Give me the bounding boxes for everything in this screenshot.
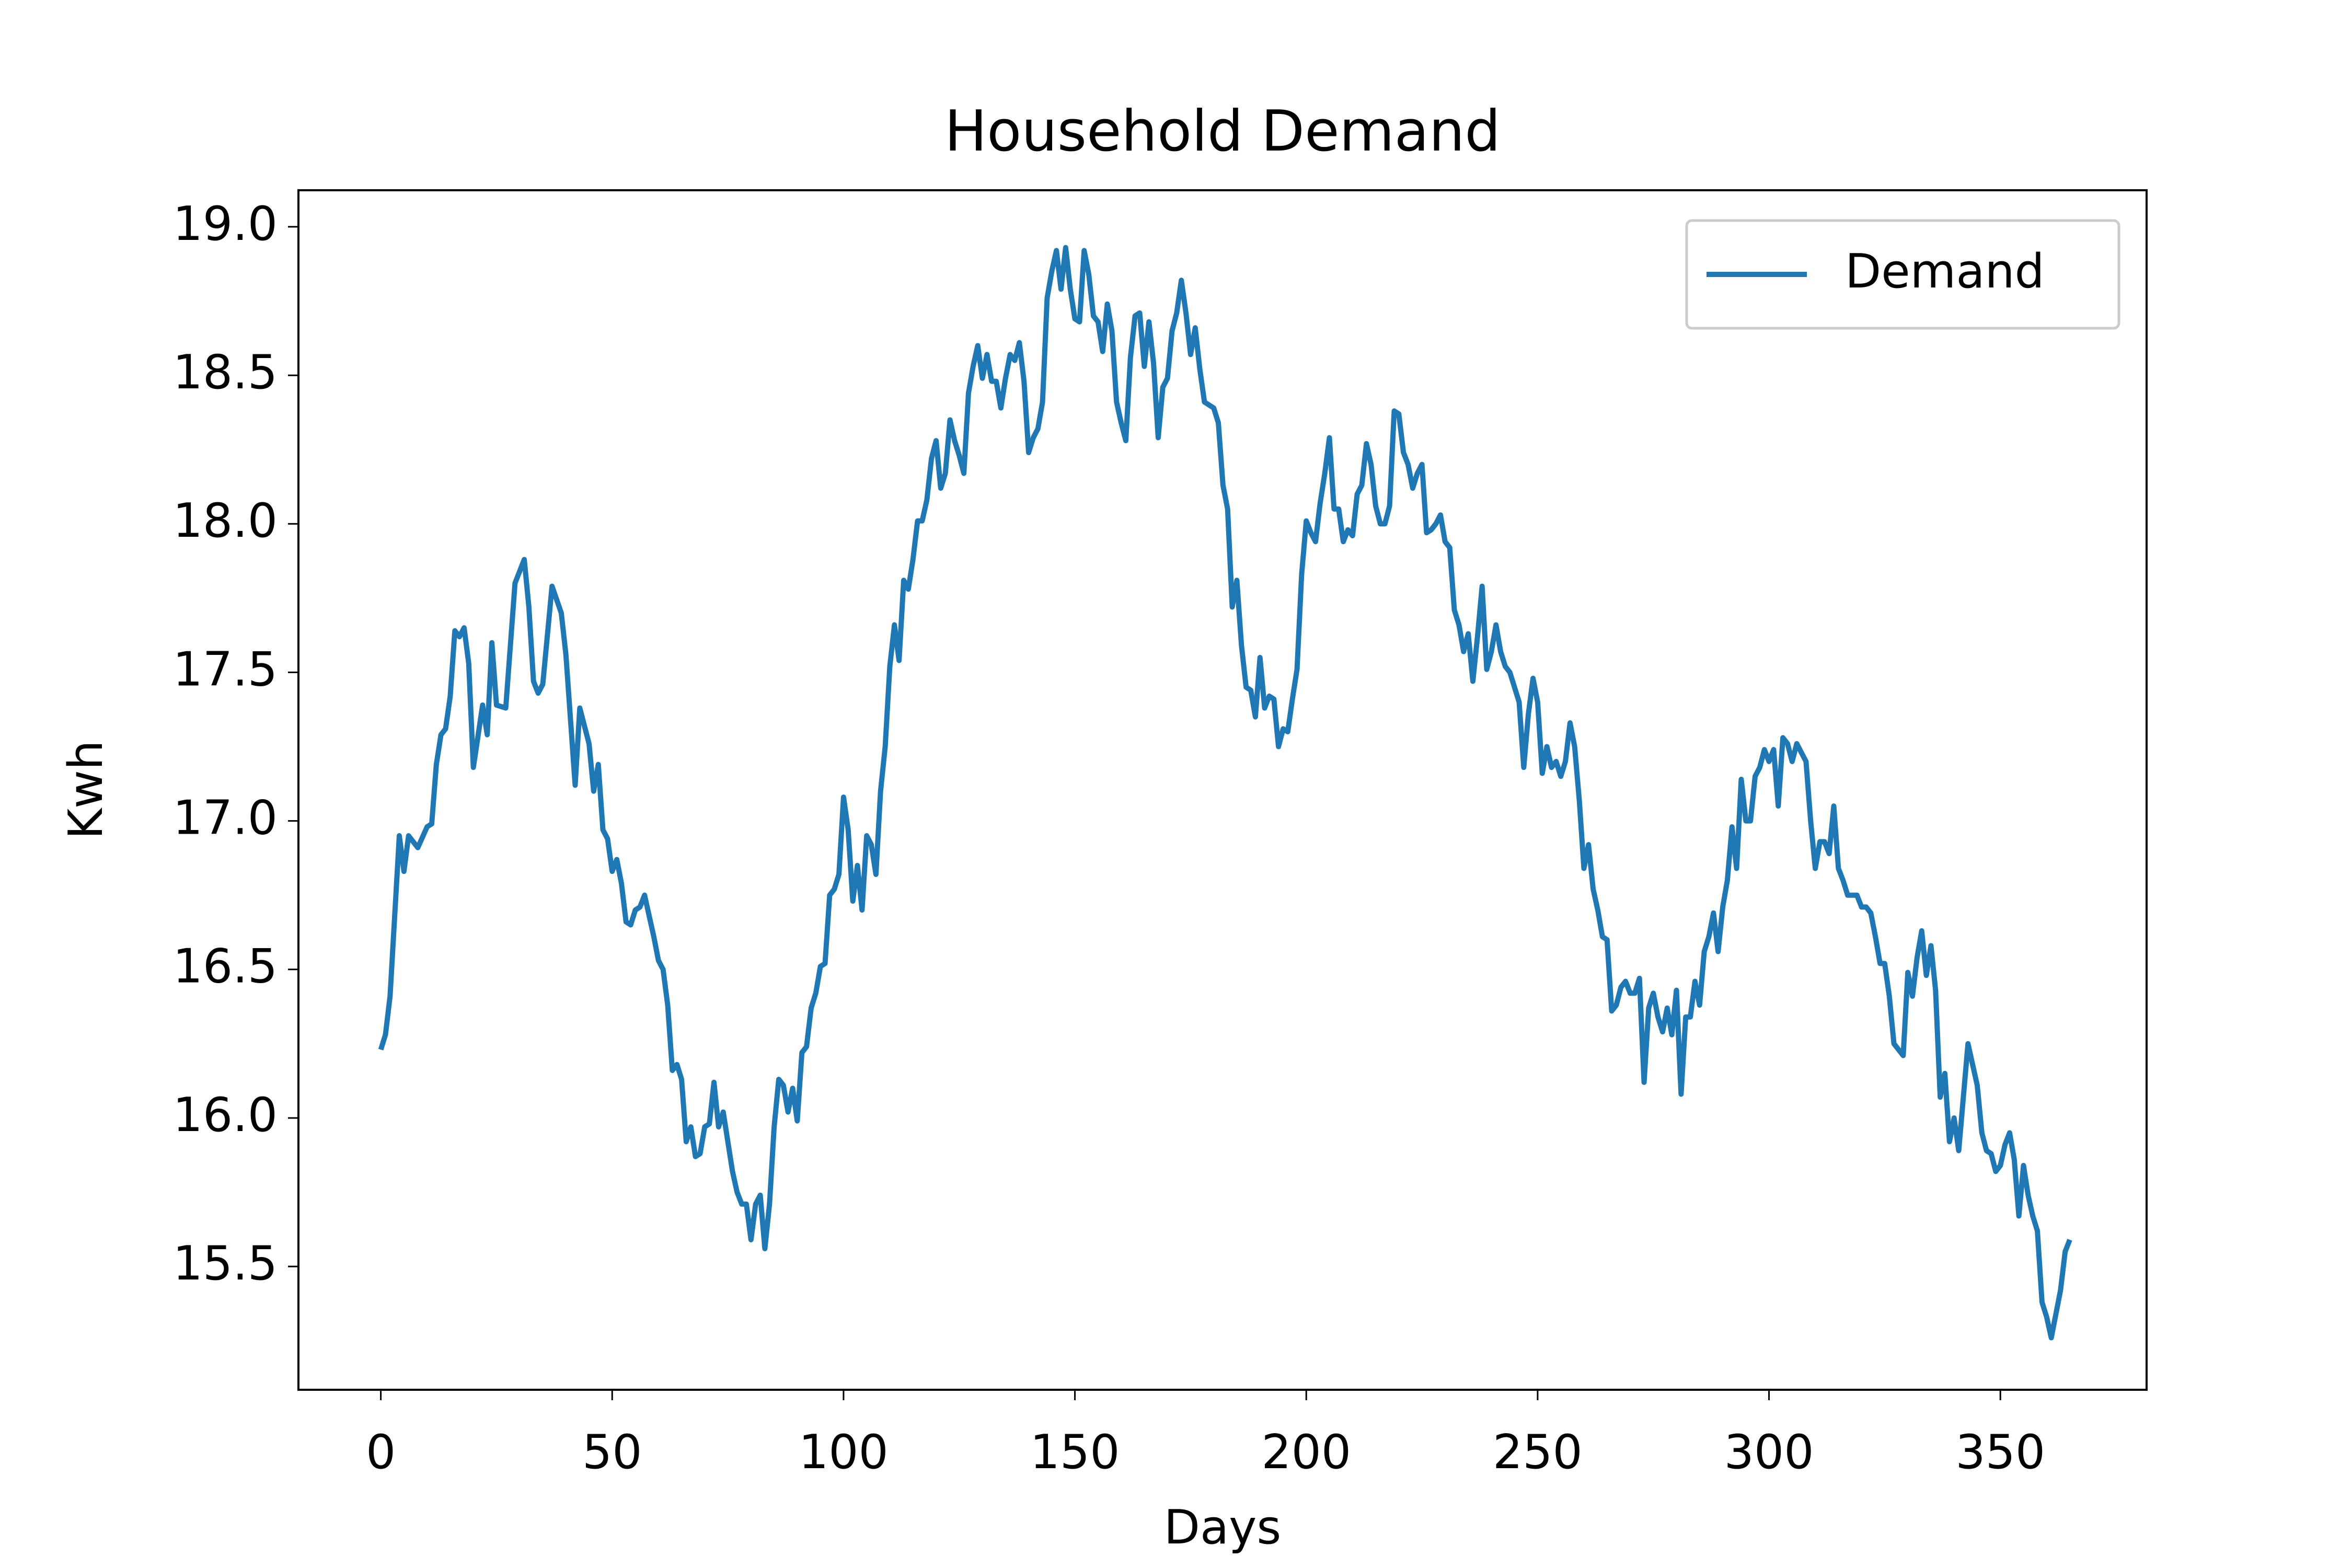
plot-frame xyxy=(297,189,2148,1391)
x-tick-label: 250 xyxy=(1493,1425,1583,1480)
y-tick-label: 15.5 xyxy=(173,1236,278,1291)
y-axis-label: Kwh xyxy=(59,740,113,839)
y-tick-label: 18.0 xyxy=(173,493,278,548)
y-tick-label: 17.5 xyxy=(173,642,278,697)
y-tick-label: 19.0 xyxy=(173,197,278,251)
data-line xyxy=(378,245,2072,1341)
legend-box xyxy=(1685,219,2120,330)
x-tick-label: 50 xyxy=(582,1425,642,1480)
x-axis-label: Days xyxy=(1164,1500,1282,1555)
y-tick-label: 18.5 xyxy=(173,345,278,400)
y-tick-label: 16.0 xyxy=(173,1088,278,1143)
x-tick-label: 100 xyxy=(799,1425,889,1480)
x-tick-label: 350 xyxy=(1955,1425,2045,1480)
x-tick-label: 300 xyxy=(1724,1425,1814,1480)
chart-title: Household Demand xyxy=(944,99,1501,164)
y-tick-label: 16.5 xyxy=(173,939,278,994)
x-tick-label: 150 xyxy=(1030,1425,1120,1480)
x-tick-label: 200 xyxy=(1261,1425,1351,1480)
legend-label: Demand xyxy=(1845,244,2045,299)
x-tick-label: 0 xyxy=(366,1425,396,1480)
y-tick-label: 17.0 xyxy=(173,790,278,845)
